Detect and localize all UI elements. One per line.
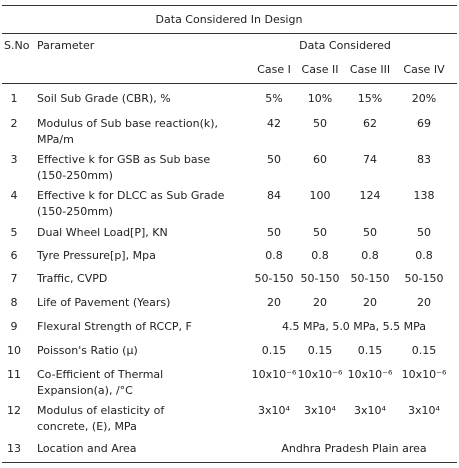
parameter-text: (150-250mm) (37, 205, 113, 218)
case-value: 3x10⁴ (354, 404, 386, 417)
case-value: 50 (313, 226, 327, 239)
case-header: Case IV (403, 63, 445, 76)
case-value: 50 (417, 226, 431, 239)
case-value: 3x10⁴ (258, 404, 290, 417)
case-value: 0.15 (307, 344, 333, 357)
parameter-text: MPa/m (37, 133, 74, 146)
case-value: 15% (357, 92, 383, 105)
case-value: 83 (417, 153, 431, 166)
case-value: 60 (313, 153, 327, 166)
parameter-text: Life of Pavement (Years) (37, 296, 171, 309)
row-number: 6 (10, 249, 18, 262)
case-value: 3x10⁴ (304, 404, 336, 417)
parameter-text: Poisson's Ratio (µ) (37, 344, 138, 357)
parameter-text: concrete, (E), MPa (37, 420, 137, 433)
row-number: 4 (10, 189, 18, 202)
rule (2, 33, 457, 34)
case-value: 0.8 (415, 249, 433, 262)
case-value: 50-150 (350, 272, 390, 285)
case-header: Case I (257, 63, 291, 76)
parameter-text: Dual Wheel Load[P], KN (37, 226, 168, 239)
parameter-text: (150-250mm) (37, 169, 113, 182)
case-value: 50 (363, 226, 377, 239)
table-title: Data Considered In Design (155, 13, 303, 26)
row-number: 11 (7, 368, 21, 381)
row-number: 8 (10, 296, 18, 309)
parameter-text: Effective k for GSB as Sub base (37, 153, 211, 166)
case-value: 50 (313, 117, 327, 130)
case-value: 0.8 (361, 249, 379, 262)
parameter-text: Expansion(a), /°C (37, 384, 133, 397)
case-value: 50-150 (404, 272, 444, 285)
row-number: 10 (7, 344, 21, 357)
case-value: 0.15 (261, 344, 287, 357)
case-value: 20 (313, 296, 327, 309)
case-value: 50-150 (300, 272, 340, 285)
header-group: Data Considered (299, 39, 391, 52)
rule (2, 462, 457, 463)
case-value: 10% (307, 92, 333, 105)
case-value: 69 (417, 117, 431, 130)
parameter-text: Modulus of Sub base reaction(k), (37, 117, 219, 130)
parameter-text: Location and Area (37, 442, 137, 455)
header-sno: S.No (4, 39, 30, 52)
rule (2, 83, 457, 84)
parameter-text: Modulus of elasticity of (37, 404, 165, 417)
case-value: 0.15 (411, 344, 437, 357)
case-value: 3x10⁴ (408, 404, 440, 417)
row-number: 13 (7, 442, 21, 455)
case-value: 10x10⁻⁶ (347, 368, 393, 381)
case-value: 20 (363, 296, 377, 309)
case-value: 42 (267, 117, 281, 130)
case-value: 20% (411, 92, 437, 105)
rule (2, 5, 457, 6)
row-number: 5 (10, 226, 18, 239)
case-value: 10x10⁻⁶ (401, 368, 447, 381)
spanned-value: Andhra Pradesh Plain area (281, 442, 427, 455)
parameter-text: Effective k for DLCC as Sub Grade (37, 189, 225, 202)
case-value: 20 (417, 296, 431, 309)
case-value: 50-150 (254, 272, 294, 285)
case-value: 124 (359, 189, 381, 202)
row-number: 7 (10, 272, 18, 285)
parameter-text: Flexural Strength of RCCP, F (37, 320, 192, 333)
case-value: 10x10⁻⁶ (251, 368, 297, 381)
row-number: 2 (10, 117, 18, 130)
case-value: 50 (267, 153, 281, 166)
case-value: 100 (309, 189, 331, 202)
case-header: Case II (301, 63, 339, 76)
case-value: 74 (363, 153, 377, 166)
row-number: 12 (7, 404, 21, 417)
case-header: Case III (349, 63, 391, 76)
header-parameter: Parameter (37, 39, 95, 52)
case-value: 20 (267, 296, 281, 309)
spanned-value: 4.5 MPa, 5.0 MPa, 5.5 MPa (281, 320, 427, 333)
case-value: 62 (363, 117, 377, 130)
case-value: 50 (267, 226, 281, 239)
row-number: 9 (10, 320, 18, 333)
parameter-text: Tyre Pressure[p], Mpa (37, 249, 156, 262)
case-value: 0.8 (265, 249, 283, 262)
row-number: 3 (10, 153, 18, 166)
parameter-text: Soil Sub Grade (CBR), % (37, 92, 171, 105)
case-value: 138 (413, 189, 435, 202)
case-value: 10x10⁻⁶ (297, 368, 343, 381)
parameter-text: Traffic, CVPD (37, 272, 108, 285)
parameter-text: Co-Efficient of Thermal (37, 368, 164, 381)
row-number: 1 (10, 92, 18, 105)
case-value: 0.8 (311, 249, 329, 262)
case-value: 5% (265, 92, 283, 105)
case-value: 84 (267, 189, 281, 202)
case-value: 0.15 (357, 344, 383, 357)
